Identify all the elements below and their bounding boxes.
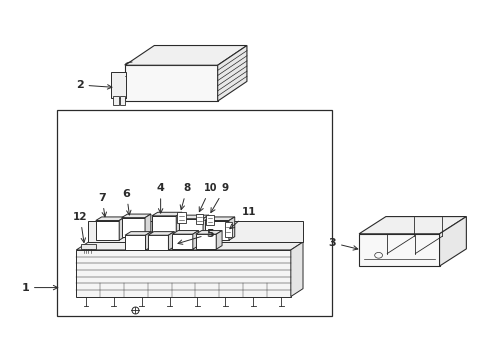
Text: 10: 10 bbox=[199, 183, 217, 212]
Polygon shape bbox=[122, 214, 151, 218]
Polygon shape bbox=[119, 217, 125, 240]
Polygon shape bbox=[204, 221, 228, 240]
Polygon shape bbox=[192, 230, 198, 249]
Text: 5: 5 bbox=[178, 229, 214, 244]
Text: 9: 9 bbox=[210, 183, 228, 212]
Text: 4: 4 bbox=[156, 183, 164, 213]
Polygon shape bbox=[96, 217, 125, 221]
Polygon shape bbox=[148, 231, 174, 235]
Polygon shape bbox=[204, 217, 234, 221]
Polygon shape bbox=[81, 244, 96, 249]
Polygon shape bbox=[88, 221, 303, 242]
Text: 3: 3 bbox=[328, 238, 357, 250]
Polygon shape bbox=[172, 230, 198, 234]
Bar bbox=[177, 212, 185, 223]
Polygon shape bbox=[76, 250, 290, 297]
Polygon shape bbox=[122, 218, 145, 237]
Polygon shape bbox=[145, 214, 151, 237]
Polygon shape bbox=[358, 234, 439, 266]
Polygon shape bbox=[228, 217, 234, 240]
Text: 6: 6 bbox=[122, 189, 131, 215]
Polygon shape bbox=[439, 217, 466, 266]
Bar bbox=[224, 222, 231, 237]
Polygon shape bbox=[203, 215, 208, 238]
Polygon shape bbox=[168, 231, 174, 250]
Bar bbox=[120, 96, 124, 105]
Polygon shape bbox=[96, 221, 119, 240]
Polygon shape bbox=[195, 230, 222, 234]
Text: 8: 8 bbox=[180, 183, 190, 210]
Bar bbox=[57, 110, 331, 316]
Polygon shape bbox=[178, 215, 208, 219]
Polygon shape bbox=[216, 230, 222, 249]
Polygon shape bbox=[125, 235, 145, 250]
Polygon shape bbox=[76, 242, 303, 250]
Polygon shape bbox=[152, 216, 176, 237]
Bar bbox=[113, 96, 119, 105]
Polygon shape bbox=[178, 219, 203, 238]
Polygon shape bbox=[195, 234, 216, 249]
Polygon shape bbox=[176, 212, 182, 237]
Polygon shape bbox=[290, 242, 303, 297]
Bar bbox=[195, 214, 203, 224]
Polygon shape bbox=[217, 45, 246, 101]
Polygon shape bbox=[358, 217, 466, 234]
Text: 7: 7 bbox=[98, 193, 106, 217]
Polygon shape bbox=[125, 45, 246, 65]
Bar bbox=[206, 215, 213, 225]
Polygon shape bbox=[125, 65, 217, 101]
Text: 12: 12 bbox=[73, 212, 87, 243]
Polygon shape bbox=[172, 234, 192, 249]
Text: 2: 2 bbox=[76, 80, 112, 90]
Polygon shape bbox=[148, 235, 168, 250]
Text: 11: 11 bbox=[229, 207, 256, 229]
Polygon shape bbox=[125, 231, 151, 235]
Polygon shape bbox=[145, 231, 151, 250]
Text: 1: 1 bbox=[21, 283, 58, 293]
Polygon shape bbox=[152, 212, 182, 216]
Bar bbox=[111, 72, 126, 98]
